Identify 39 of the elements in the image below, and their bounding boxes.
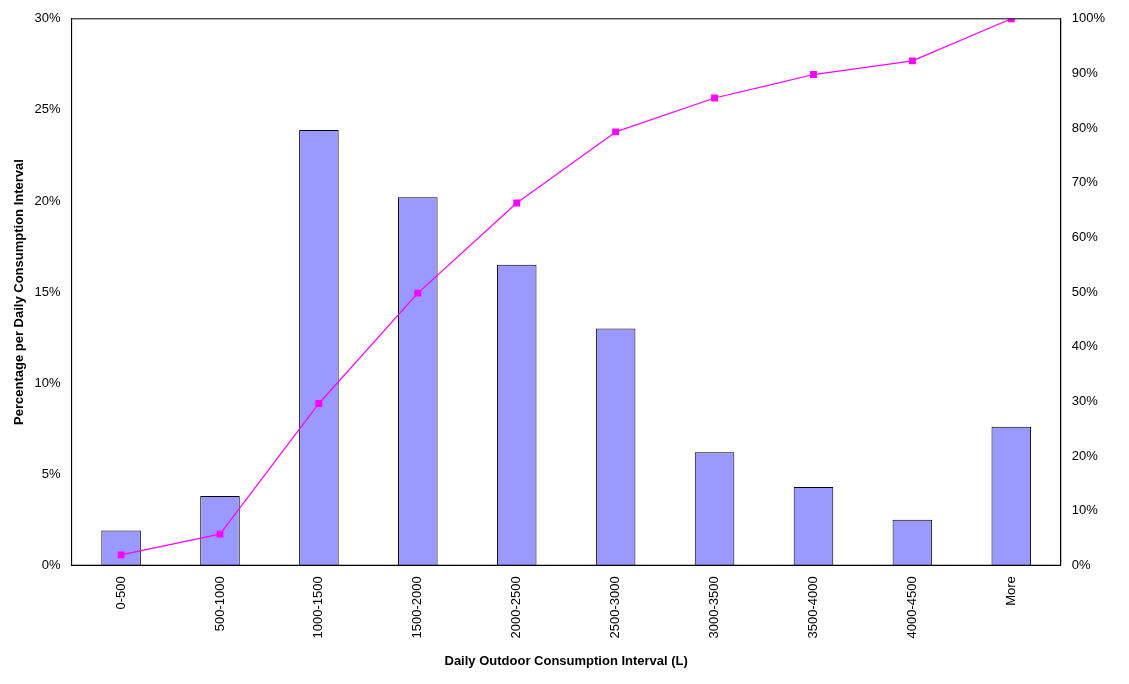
y2-tick-label: 20% [1071, 447, 1099, 463]
x-tick-label: 1500-2000 [409, 576, 425, 639]
y-tick-label: 0% [41, 556, 62, 572]
point [117, 551, 125, 559]
y2-tick-label: 10% [1071, 502, 1099, 518]
point [414, 289, 422, 297]
x-tick-label: 2500-3000 [607, 576, 623, 639]
point [315, 400, 323, 407]
y2-tick-label: 60% [1071, 228, 1099, 244]
y-tick-label: 30% [34, 10, 62, 26]
y-tick-label: 25% [34, 101, 62, 117]
x-tick-label: 0-500 [112, 576, 128, 610]
y-tick-label: 10% [34, 374, 62, 390]
y2-tick-label: 70% [1071, 174, 1099, 190]
y2-tick-label: 30% [1071, 392, 1099, 408]
x-axis-title: Daily Outdoor Consumption Interval (L) [444, 652, 688, 668]
x-tick-label: 4000-4500 [903, 576, 919, 639]
x-tick-label: 1000-1500 [310, 576, 326, 639]
x-tick-label: More [1002, 576, 1018, 606]
point [216, 530, 224, 538]
x-tick-label: 3500-4000 [805, 576, 821, 639]
y-axis-title: Percentage per Daily Consumption Interval [11, 159, 27, 425]
y2-tick-label: 100% [1071, 10, 1106, 26]
y2-tick-label: 50% [1071, 283, 1099, 299]
point [908, 57, 916, 65]
x-tick-label: 2000-2500 [508, 576, 524, 639]
point [513, 199, 521, 207]
y2-tick-label: 0% [1071, 556, 1091, 572]
y2-tick-label: 40% [1071, 338, 1099, 354]
y-tick-label: 5% [41, 465, 62, 481]
y2-tick-label: 90% [1071, 65, 1099, 81]
x-tick-label: 3000-3500 [706, 576, 722, 639]
y-tick-label: 15% [34, 283, 62, 299]
x-tick-label: 500-1000 [211, 576, 227, 632]
point [612, 128, 620, 136]
y-tick-label: 20% [34, 192, 62, 208]
y2-tick-label: 80% [1071, 119, 1099, 135]
point [711, 94, 718, 102]
point [810, 71, 817, 78]
